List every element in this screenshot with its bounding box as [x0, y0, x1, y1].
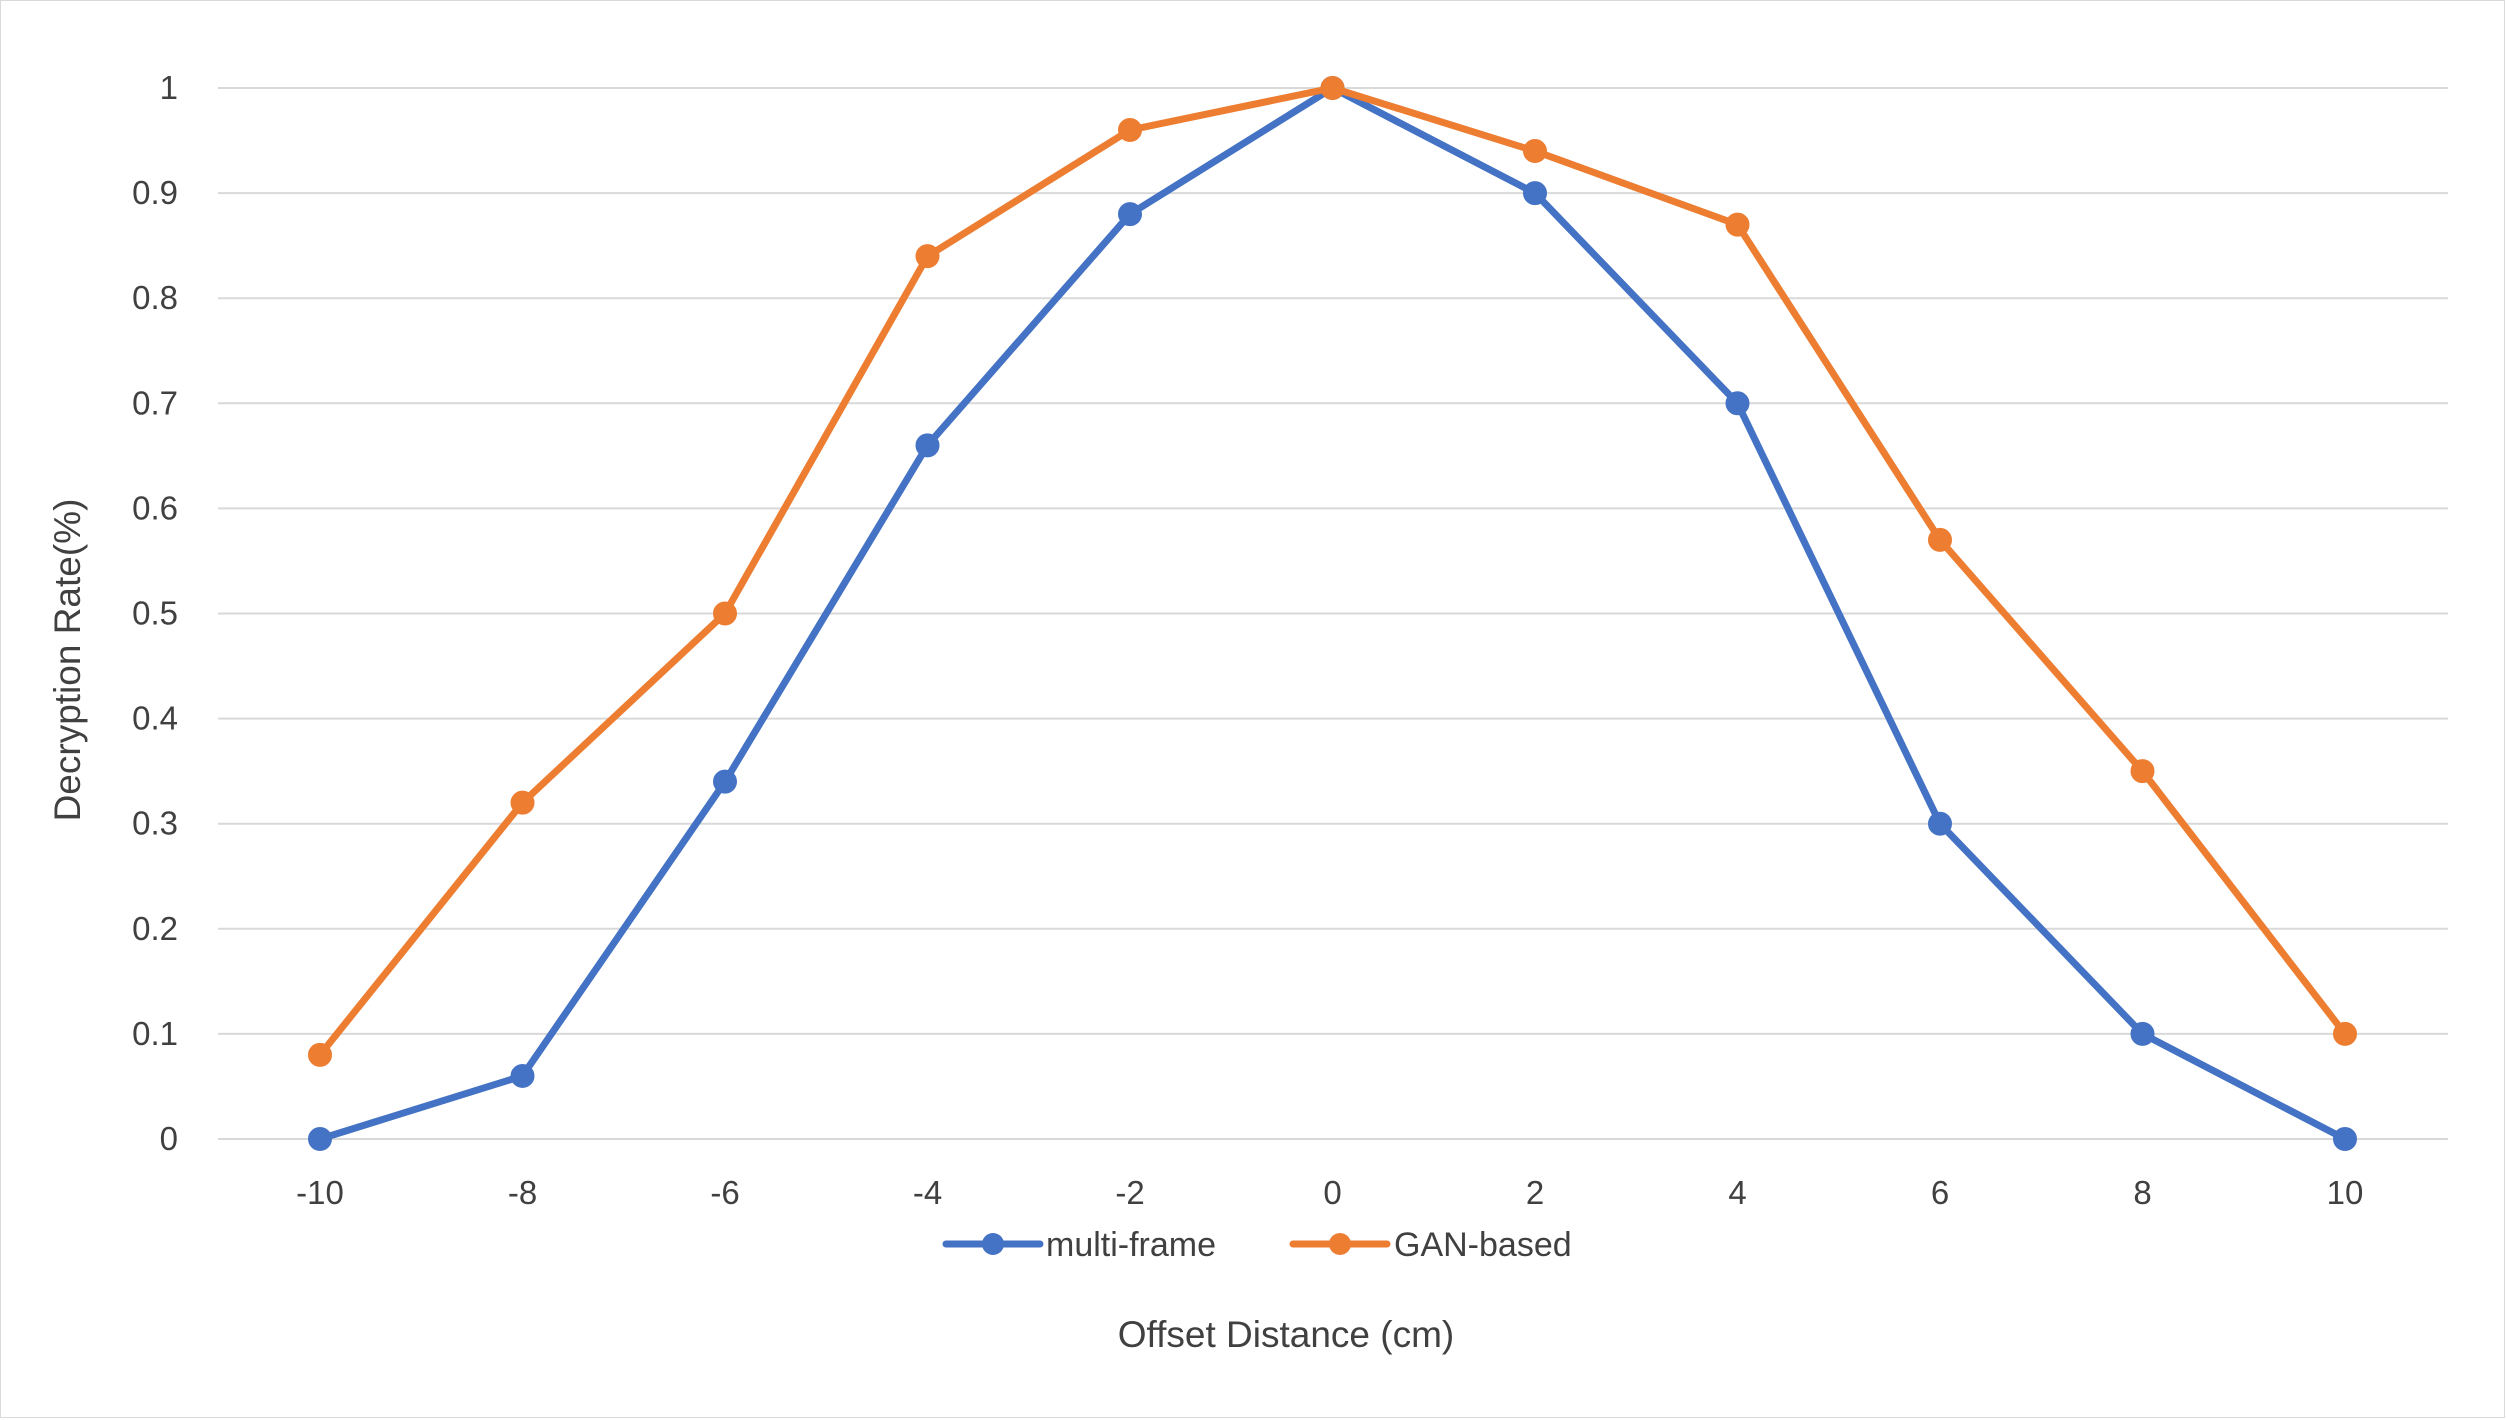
data-point: [2333, 1021, 2357, 1046]
x-tick-label: -6: [710, 1174, 739, 1211]
x-tick-label: 0: [1323, 1174, 1341, 1211]
legend-label: multi-frame: [1046, 1226, 1216, 1264]
x-tick-label: 10: [2327, 1174, 2364, 1211]
y-tick-label: 0.7: [132, 384, 178, 421]
data-point: [2333, 1127, 2357, 1151]
data-point: [1118, 118, 1142, 143]
data-point: [510, 1063, 535, 1088]
data-point: [1725, 391, 1750, 416]
y-tick-label: 0.1: [132, 1015, 178, 1052]
x-tick-label: 8: [2133, 1174, 2151, 1211]
data-point: [2130, 759, 2155, 784]
legend-label: GAN-based: [1394, 1226, 1572, 1264]
y-tick-label: 1: [160, 69, 178, 106]
y-tick-label: 0.6: [132, 489, 178, 526]
data-point: [1725, 212, 1750, 237]
data-point: [1118, 202, 1142, 227]
x-tick-label: 2: [1526, 1174, 1544, 1211]
grid-lines: [218, 87, 2448, 1140]
data-point: [915, 244, 940, 269]
data-point: [510, 790, 535, 815]
y-tick-label: 0.5: [132, 595, 178, 632]
legend-swatch-marker: [982, 1233, 1004, 1255]
x-tick-label: 4: [1728, 1174, 1746, 1211]
series-group: [308, 76, 2357, 1151]
data-point: [2130, 1021, 2155, 1046]
y-tick-label: 0: [160, 1120, 178, 1157]
legend: multi-frame GAN-based: [942, 1226, 1572, 1264]
x-tick-label: -2: [1115, 1174, 1144, 1211]
x-tick-label: 6: [1931, 1174, 1949, 1211]
data-point: [713, 769, 737, 794]
x-tick-label: -10: [296, 1174, 344, 1211]
legend-item: GAN-based: [1289, 1226, 1572, 1264]
series-gan-based: [308, 76, 2357, 1067]
y-axis-title: Decryption Rate(%): [47, 499, 88, 822]
data-point: [1928, 811, 1952, 836]
x-axis-ticks: -10 -8 -6 -4 -2 0 2 4 6 8 10: [296, 1174, 2363, 1211]
data-point: [1928, 527, 1952, 552]
y-axis-ticks: 0 0.1 0.2 0.3 0.4 0.5 0.6 0.7 0.8 0.9 1: [132, 69, 178, 1157]
x-axis-title: Offset Distance (cm): [1118, 1314, 1455, 1355]
legend-item: multi-frame: [942, 1226, 1216, 1264]
data-point: [1320, 76, 1345, 100]
y-tick-label: 0.3: [132, 805, 178, 842]
data-point: [1523, 139, 1547, 164]
y-tick-label: 0.4: [132, 700, 178, 737]
legend-swatch-marker: [1329, 1233, 1351, 1255]
series-line: [316, 84, 2349, 1059]
data-point: [915, 433, 940, 458]
data-point: [1523, 181, 1547, 206]
data-point: [713, 601, 737, 626]
data-point: [308, 1127, 332, 1151]
data-point: [308, 1042, 332, 1067]
y-tick-label: 0.9: [132, 174, 178, 211]
x-tick-label: -4: [913, 1174, 942, 1211]
x-tick-label: -8: [508, 1174, 537, 1211]
y-tick-label: 0.2: [132, 910, 178, 947]
y-tick-label: 0.8: [132, 279, 178, 316]
